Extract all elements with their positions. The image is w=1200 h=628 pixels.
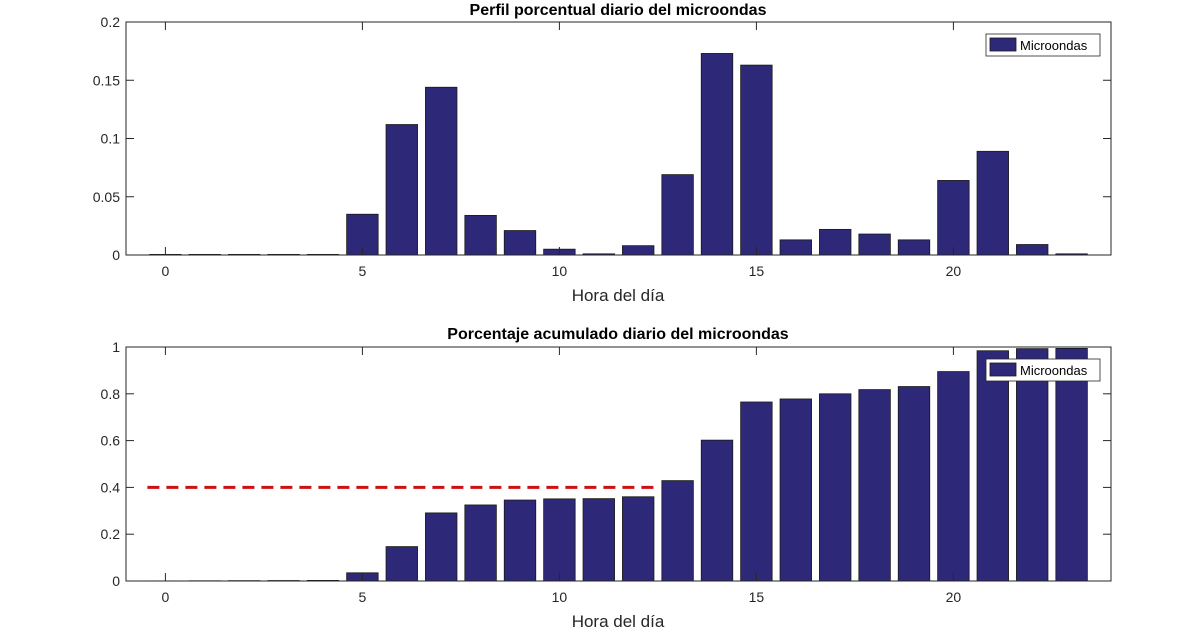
- chart-1-legend: Microondas: [985, 33, 1101, 57]
- bar: [425, 512, 458, 582]
- chart-1-ticks: 0 5 10 15 20 0 0.05 0.1 0.15 0.2: [93, 14, 1111, 279]
- chart-2-axes-box: [125, 346, 1112, 582]
- x-tick-label: 10: [552, 589, 568, 605]
- chart-1: Perfil porcentual diario del microondas …: [93, 2, 1112, 305]
- bar: [779, 398, 812, 582]
- bar: [543, 498, 576, 582]
- bar: [425, 86, 458, 256]
- x-tick-label: 5: [359, 263, 367, 279]
- bar: [622, 496, 655, 582]
- x-tick-label: 20: [946, 589, 962, 605]
- bar: [819, 393, 852, 582]
- x-tick-label: 20: [946, 263, 962, 279]
- bar: [661, 480, 694, 582]
- bar: [385, 124, 418, 256]
- y-tick-label: 0.2: [101, 14, 121, 30]
- chart-2: Porcentaje acumulado diario del microond…: [101, 326, 1112, 628]
- chart-2-legend-swatch: [989, 362, 1017, 377]
- bar: [464, 214, 497, 256]
- bar: [779, 239, 812, 256]
- chart-1-legend-swatch: [989, 37, 1017, 52]
- chart-1-title: Perfil porcentual diario del microondas: [470, 2, 767, 19]
- bar: [858, 389, 891, 582]
- y-tick-label: 0.2: [101, 526, 121, 542]
- bar: [740, 64, 773, 256]
- bar: [819, 228, 852, 256]
- bar: [976, 350, 1009, 582]
- bar: [937, 180, 970, 256]
- y-tick-label: 1: [112, 339, 120, 355]
- x-tick-label: 0: [162, 263, 170, 279]
- bar: [897, 386, 931, 582]
- y-tick-label: 0.8: [101, 386, 121, 402]
- bar: [700, 439, 734, 582]
- chart-1-legend-label: Microondas: [1020, 38, 1088, 53]
- bar: [503, 499, 537, 582]
- chart-2-xlabel: Hora del día: [572, 612, 665, 628]
- bar: [1055, 348, 1088, 582]
- y-tick-label: 0: [112, 247, 120, 263]
- x-tick-label: 15: [749, 589, 765, 605]
- chart-1-bars: [149, 53, 1088, 256]
- bar: [700, 53, 734, 256]
- bar: [622, 245, 655, 256]
- chart-2-bars: [149, 348, 1088, 582]
- x-tick-label: 15: [749, 263, 765, 279]
- bar: [582, 498, 615, 582]
- y-tick-label: 0.15: [93, 72, 120, 88]
- bar: [464, 504, 497, 582]
- bar: [740, 401, 773, 582]
- chart-1-xlabel: Hora del día: [572, 286, 665, 305]
- bar: [937, 371, 970, 582]
- y-tick-label: 0.05: [93, 189, 120, 205]
- y-tick-label: 0.4: [101, 479, 121, 495]
- chart-2-legend: Microondas: [985, 358, 1101, 382]
- x-tick-label: 0: [162, 589, 170, 605]
- chart-2-title: Porcentaje acumulado diario del microond…: [447, 326, 789, 343]
- chart-2-ticks: 0 5 10 15 20 0 0.2 0.4 0.6 0.8 1: [101, 339, 1111, 605]
- bar: [1016, 348, 1049, 582]
- bar: [503, 230, 537, 256]
- bar: [385, 546, 418, 582]
- y-tick-label: 0.6: [101, 433, 121, 449]
- y-tick-label: 0: [112, 573, 120, 589]
- bar: [858, 233, 891, 256]
- bar: [1016, 244, 1049, 256]
- x-tick-label: 5: [359, 589, 367, 605]
- bar: [661, 174, 694, 256]
- bar: [897, 239, 931, 256]
- x-tick-label: 10: [552, 263, 568, 279]
- bar: [976, 150, 1009, 256]
- chart-2-legend-label: Microondas: [1020, 363, 1088, 378]
- y-tick-label: 0.1: [101, 131, 121, 147]
